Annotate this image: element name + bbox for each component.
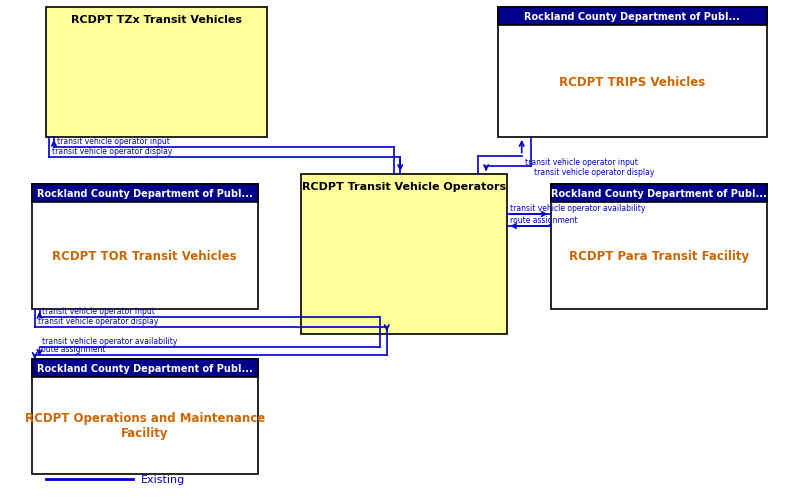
- Bar: [551, 185, 767, 310]
- Bar: [498, 8, 767, 138]
- Text: RCDPT TRIPS Vehicles: RCDPT TRIPS Vehicles: [559, 75, 705, 88]
- Text: transit vehicle operator input: transit vehicle operator input: [57, 137, 170, 146]
- Text: RCDPT Transit Vehicle Operators: RCDPT Transit Vehicle Operators: [302, 182, 506, 191]
- Bar: [47, 8, 267, 138]
- Text: transit vehicle operator input: transit vehicle operator input: [43, 307, 155, 315]
- Text: route assignment: route assignment: [38, 344, 105, 353]
- Bar: [301, 175, 507, 334]
- Text: transit vehicle operator availability: transit vehicle operator availability: [510, 203, 645, 212]
- Bar: [32, 359, 257, 474]
- Text: route assignment: route assignment: [510, 215, 578, 224]
- Bar: [32, 185, 257, 310]
- Text: Rockland County Department of Publ...: Rockland County Department of Publ...: [551, 188, 766, 198]
- Bar: [32, 185, 257, 202]
- Text: Rockland County Department of Publ...: Rockland County Department of Publ...: [37, 188, 252, 198]
- Text: transit vehicle operator display: transit vehicle operator display: [534, 168, 655, 177]
- Bar: [551, 185, 767, 202]
- Text: transit vehicle operator availability: transit vehicle operator availability: [43, 336, 178, 345]
- Text: Existing: Existing: [140, 474, 185, 484]
- Bar: [32, 359, 257, 377]
- Text: transit vehicle operator display: transit vehicle operator display: [52, 147, 172, 156]
- Text: Rockland County Department of Publ...: Rockland County Department of Publ...: [37, 363, 252, 373]
- Text: Rockland County Department of Publ...: Rockland County Department of Publ...: [525, 12, 740, 22]
- Text: RCDPT Operations and Maintenance
Facility: RCDPT Operations and Maintenance Facilit…: [24, 412, 265, 439]
- Text: transit vehicle operator display: transit vehicle operator display: [38, 316, 158, 325]
- Text: transit vehicle operator input: transit vehicle operator input: [525, 158, 638, 167]
- Text: RCDPT TOR Transit Vehicles: RCDPT TOR Transit Vehicles: [52, 249, 237, 263]
- Text: RCDPT TZx Transit Vehicles: RCDPT TZx Transit Vehicles: [71, 15, 242, 25]
- Bar: [498, 8, 767, 26]
- Text: RCDPT Para Transit Facility: RCDPT Para Transit Facility: [569, 249, 749, 263]
